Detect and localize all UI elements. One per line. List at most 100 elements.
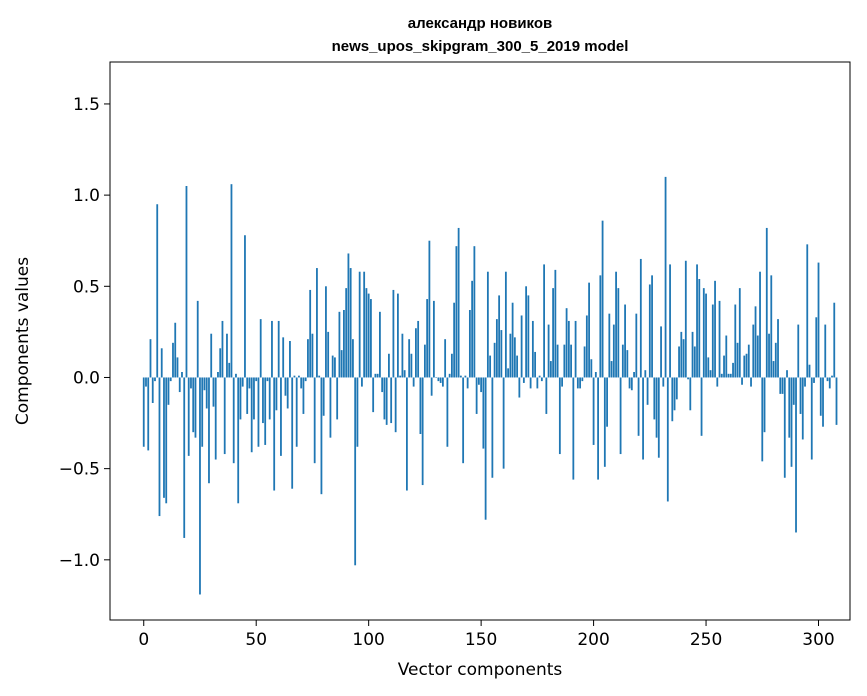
bar <box>354 377 357 566</box>
bar <box>635 313 638 378</box>
bar <box>142 377 145 447</box>
bar <box>768 333 770 378</box>
bar <box>459 375 462 378</box>
bar <box>504 271 507 378</box>
bar <box>597 377 599 480</box>
x-tick-label: 200 <box>577 630 609 650</box>
bar <box>250 377 253 453</box>
bar <box>172 342 174 378</box>
bar <box>714 280 716 378</box>
bar <box>549 361 552 378</box>
bar <box>761 377 764 462</box>
bar <box>196 300 199 378</box>
bar <box>273 377 276 491</box>
bar <box>516 355 519 378</box>
bar <box>450 353 453 378</box>
bar <box>646 377 649 405</box>
bar <box>302 377 305 414</box>
bar <box>585 315 588 378</box>
bar <box>662 377 665 387</box>
bar <box>415 328 417 378</box>
bar <box>156 204 159 378</box>
bar <box>601 220 604 378</box>
bar <box>190 377 192 389</box>
bar <box>603 377 606 467</box>
bar <box>815 317 818 378</box>
bar <box>208 377 210 484</box>
bar <box>725 335 728 378</box>
bar <box>307 339 309 378</box>
bar <box>817 262 820 378</box>
x-tick-label: 250 <box>690 630 722 650</box>
bar <box>266 377 269 382</box>
bar <box>660 326 662 378</box>
bar <box>437 377 440 382</box>
bar <box>495 319 498 378</box>
bar <box>309 289 312 378</box>
bar <box>696 264 698 378</box>
bar <box>707 357 710 378</box>
bar <box>282 337 285 378</box>
bar <box>345 288 348 378</box>
bar <box>599 275 602 378</box>
bar <box>536 377 539 389</box>
bar <box>329 377 332 438</box>
bar <box>223 377 226 455</box>
bar <box>475 377 478 414</box>
bar <box>718 300 721 378</box>
bar <box>682 339 685 378</box>
bar <box>621 344 624 378</box>
bar <box>430 377 433 396</box>
bar <box>711 304 714 378</box>
bar <box>419 377 422 434</box>
bar <box>790 377 793 467</box>
bar <box>799 377 802 414</box>
bar <box>264 377 267 445</box>
bar <box>334 357 336 378</box>
bar <box>561 377 563 387</box>
bar <box>390 377 393 424</box>
bar <box>300 377 303 389</box>
bar <box>471 280 474 378</box>
x-tick-label: 100 <box>352 630 384 650</box>
bar <box>408 339 411 378</box>
bar <box>826 377 829 382</box>
bar <box>637 377 640 436</box>
bar <box>343 310 345 378</box>
bar <box>394 377 397 433</box>
bar <box>217 372 219 378</box>
y-tick-label: 0.0 <box>73 368 100 388</box>
bar <box>327 331 330 378</box>
bar <box>527 295 530 378</box>
bar <box>401 333 404 378</box>
bar <box>295 377 298 447</box>
y-axis-ticks: −1.0 −0.5 0.0 0.5 1.0 1.5 <box>59 95 110 571</box>
bar <box>534 351 537 378</box>
bar <box>316 268 318 378</box>
bar <box>417 320 420 378</box>
bar <box>448 373 451 378</box>
bar <box>453 302 456 378</box>
bar <box>374 373 377 378</box>
bar <box>770 275 773 378</box>
bar <box>831 375 833 378</box>
bar <box>529 377 532 389</box>
bar <box>792 377 795 405</box>
bar <box>239 377 242 420</box>
bar <box>491 377 494 478</box>
bar <box>473 246 476 378</box>
bar <box>320 377 323 495</box>
bar <box>678 346 680 378</box>
bar <box>741 377 743 385</box>
bar <box>747 344 750 378</box>
bar <box>801 377 804 440</box>
bar <box>237 377 240 504</box>
bar <box>466 377 469 389</box>
bar <box>590 359 593 378</box>
chart-title: александр новиков <box>408 15 552 32</box>
bar <box>779 377 782 394</box>
bar <box>684 260 687 378</box>
bar <box>581 377 584 382</box>
bar <box>160 348 163 378</box>
